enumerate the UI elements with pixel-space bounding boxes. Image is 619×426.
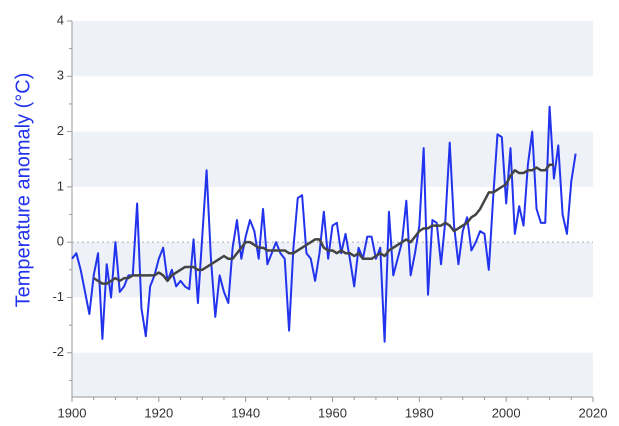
x-tick-label: 1940 xyxy=(231,405,260,420)
band xyxy=(72,131,593,187)
y-tick-label: -1 xyxy=(52,289,64,304)
series-line xyxy=(93,163,554,285)
x-tick-label: 1960 xyxy=(318,405,347,420)
x-tick-label: 2000 xyxy=(492,405,521,420)
x-tick-label: 1920 xyxy=(144,405,173,420)
y-tick-label: 1 xyxy=(57,178,64,193)
band xyxy=(72,352,593,397)
band xyxy=(72,21,593,77)
x-tick-label: 1980 xyxy=(405,405,434,420)
series-line xyxy=(71,105,577,343)
y-tick-label: 2 xyxy=(57,123,64,138)
y-axis-label: Temperature anomaly (°C) xyxy=(12,73,34,308)
y-tick-label: -2 xyxy=(52,344,64,359)
y-tick-label: 3 xyxy=(57,68,64,83)
y-tick-label: 0 xyxy=(57,234,64,249)
x-tick-label: 1900 xyxy=(58,405,87,420)
x-tick-label: 2020 xyxy=(579,405,608,420)
y-tick-label: 4 xyxy=(57,12,64,27)
